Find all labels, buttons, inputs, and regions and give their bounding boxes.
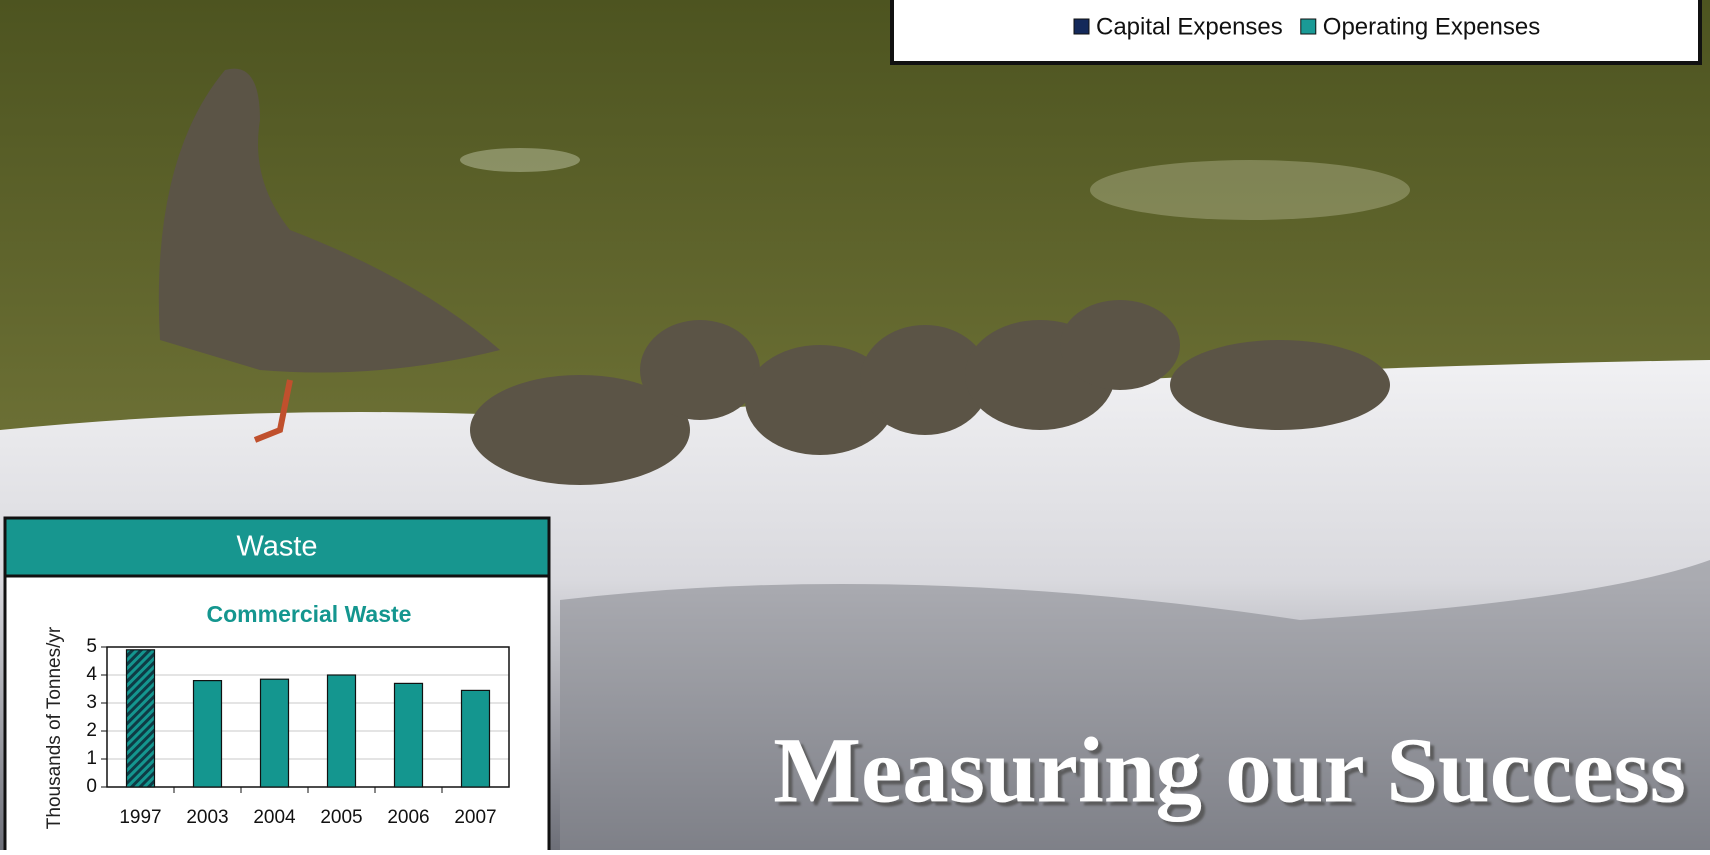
x-tick-label: 2004	[253, 807, 296, 828]
chart-title: Commercial Waste	[207, 601, 412, 627]
top-legend: Capital Expenses Operating Expenses	[1073, 13, 1540, 40]
bar	[192, 679, 223, 788]
y-tick-label: 5	[86, 636, 97, 657]
legend-label: Operating Expenses	[1323, 13, 1540, 40]
headline: Measuring our Success	[773, 719, 1686, 822]
x-tick-label: 2006	[387, 807, 429, 828]
bar	[125, 649, 156, 788]
x-tick-label: 1997	[119, 807, 161, 828]
panel-title: Waste	[236, 531, 317, 563]
bar	[326, 674, 357, 788]
y-tick-label: 4	[86, 664, 97, 685]
bar	[460, 689, 491, 788]
y-tick-label: 1	[86, 748, 97, 769]
legend-box	[890, 0, 1702, 65]
legend-swatch	[1300, 18, 1317, 35]
bar	[393, 682, 424, 788]
y-tick-label: 2	[86, 720, 97, 741]
y-tick-label: 0	[86, 776, 97, 797]
legend-label: Capital Expenses	[1096, 13, 1283, 40]
y-tick-label: 3	[86, 692, 97, 713]
x-tick-label: 2003	[186, 807, 228, 828]
bar-chart: 0 1 2 3 4 5 1997 2003 2004 2005 2006 2007	[86, 636, 510, 828]
x-tick-label: 2005	[320, 807, 362, 828]
legend-swatch	[1073, 18, 1090, 35]
panel-header	[3, 516, 551, 578]
bar	[259, 678, 290, 788]
x-tick-label: 2007	[454, 807, 496, 828]
y-axis-label: Thousands of Tonnes/yr	[44, 626, 65, 829]
